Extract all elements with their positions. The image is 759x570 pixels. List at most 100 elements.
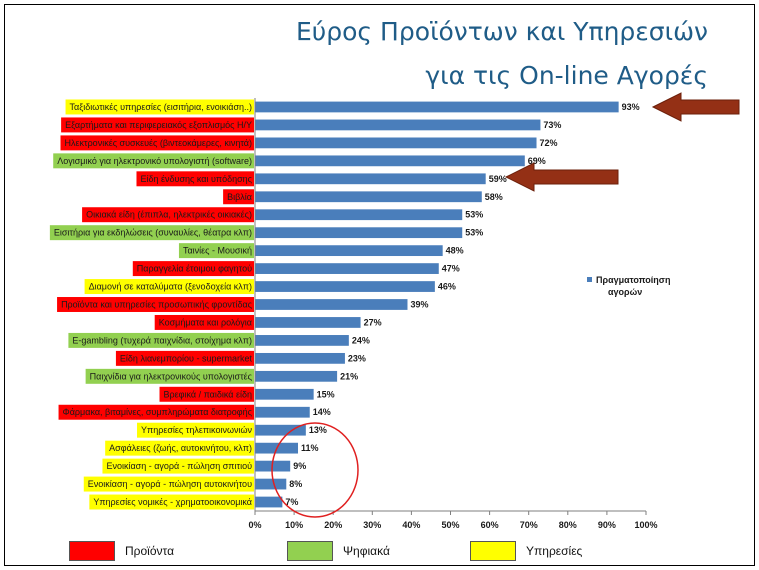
category-highlight-digital	[68, 332, 254, 348]
x-tick-label: 0%	[248, 520, 261, 530]
circle-annotation	[271, 422, 359, 518]
value-label: 73%	[543, 120, 561, 130]
value-label: 39%	[410, 300, 428, 310]
x-tick-label: 100%	[634, 520, 657, 530]
category-label: Υπηρεσίες τηλεπικοινωνιών	[141, 425, 252, 435]
value-label: 47%	[442, 264, 460, 274]
category-highlight-services	[83, 476, 254, 492]
x-tick-label: 60%	[481, 520, 499, 530]
category-label: Βρεφικά / παιδικά είδη	[164, 389, 252, 399]
value-label: 21%	[340, 371, 358, 381]
value-label: 23%	[348, 353, 366, 363]
value-label: 11%	[301, 443, 319, 453]
bar	[255, 478, 287, 490]
value-label: 48%	[446, 246, 464, 256]
bar	[255, 263, 439, 274]
category-highlight-services	[84, 279, 254, 295]
category-highlight-digital	[178, 243, 254, 259]
category-highlight-products	[223, 189, 254, 205]
x-tick-label: 90%	[598, 520, 616, 530]
bar	[255, 191, 482, 203]
bar-chart: Ταξιδιωτικές υπηρεσίες (εισιτήρια, ενοικ…	[49, 92, 740, 530]
value-label: 53%	[465, 210, 483, 220]
bar	[255, 424, 306, 436]
value-label: 59%	[489, 174, 507, 184]
category-highlight-products	[57, 297, 254, 312]
key-swatch-services	[470, 541, 516, 561]
value-label: 13%	[309, 425, 327, 435]
category-label: Παιχνίδια για ηλεκτρονικούς υπολογιστές	[90, 371, 253, 381]
category-highlight-services	[102, 458, 254, 474]
slide: Εύρος Προϊόντων και Υπηρεσιών για τις On…	[4, 4, 755, 566]
category-highlight-products	[58, 404, 254, 420]
category-highlight-products	[154, 314, 254, 330]
key-swatch-products	[69, 541, 115, 561]
bar	[255, 335, 349, 346]
category-label: Λογισμικό για ηλεκτρονικό υπολογιστή (so…	[57, 156, 252, 166]
key-label-digital: Ψηφιακά	[343, 544, 390, 558]
value-label: 7%	[285, 497, 298, 507]
category-highlight-digital	[49, 225, 254, 241]
bar	[255, 299, 408, 310]
category-label: Είδη λιανεμπορίου - supermarket	[120, 353, 253, 363]
x-tick-label: 10%	[285, 520, 303, 530]
key-swatch-digital	[287, 541, 333, 561]
arrow-annotation-top	[651, 92, 740, 122]
category-highlight-products	[132, 261, 254, 277]
category-label: Ενοικίαση - αγορά - πώληση αυτοκινήτου	[88, 479, 252, 489]
value-label: 72%	[540, 138, 558, 148]
x-tick-label: 30%	[363, 520, 381, 530]
category-label: Εισιτήρια για εκδηλώσεις (συναυλίες, θέα…	[54, 228, 252, 238]
bar	[255, 370, 338, 382]
category-label: Υπηρεσίες νομικές - χρηματοοικονομικά	[93, 497, 252, 507]
value-label: 58%	[485, 192, 503, 202]
x-tick-label: 50%	[441, 520, 459, 530]
bar	[255, 317, 361, 328]
key-label-products: Προϊόντα	[125, 544, 175, 558]
value-label: 53%	[465, 228, 483, 238]
category-highlight-products	[115, 350, 254, 366]
category-highlight-services	[105, 440, 254, 456]
legend-label-line2: αγορών	[608, 287, 642, 297]
category-label: Είδη ένδυσης και υπόδησης	[140, 174, 252, 184]
category-highlight-products	[60, 135, 254, 151]
bar	[255, 406, 310, 418]
legend-label-line1: Πραγματοποίηση	[596, 275, 670, 285]
category-label: Διαμονή σε καταλύματα (ξενοδοχεία κλπ)	[89, 282, 252, 292]
bar	[255, 209, 463, 221]
category-highlight-products	[159, 386, 254, 402]
value-label: 14%	[313, 407, 331, 417]
value-label: 9%	[293, 461, 306, 471]
category-highlight-digital	[85, 368, 254, 384]
category-highlight-services	[65, 99, 254, 115]
value-label: 93%	[622, 102, 640, 112]
bar	[255, 227, 463, 239]
category-label: E-gambling (τυχερά παιχνίδια, στοίχημα κ…	[72, 335, 252, 345]
category-highlight-products	[136, 171, 254, 187]
category-label: Ενοικίαση - αγορά - πώληση σπιτιού	[106, 461, 252, 471]
category-highlight-digital	[53, 153, 254, 169]
category-highlights	[49, 99, 254, 510]
value-labels: 93%73%72%69%59%58%53%53%48%47%46%39%27%2…	[285, 102, 639, 507]
category-label: Βιβλία	[227, 192, 252, 202]
value-label: 69%	[528, 156, 546, 166]
bar	[255, 137, 537, 149]
bar	[255, 101, 619, 113]
bar	[255, 155, 525, 167]
category-labels: Ταξιδιωτικές υπηρεσίες (εισιτήρια, ενοικ…	[54, 102, 253, 507]
bar	[255, 245, 443, 257]
category-label: Ταινίες - Μουσική	[183, 246, 252, 256]
category-label: Οικιακά είδη (έπιπλα, ηλεκτρικές οικιακέ…	[86, 210, 252, 220]
chart-legend: Πραγματοποίηση αγορών	[587, 275, 670, 297]
bar	[255, 388, 314, 400]
category-highlight-products	[82, 207, 254, 223]
category-label: Κοσμήματα και ρολόγια	[159, 317, 252, 327]
key-label-services: Υπηρεσίες	[526, 544, 583, 558]
bar	[255, 119, 541, 131]
bar	[255, 496, 283, 508]
value-label: 15%	[317, 389, 335, 399]
x-tick-label: 70%	[520, 520, 538, 530]
category-highlight-services	[137, 422, 254, 438]
category-label: Ταξιδιωτικές υπηρεσίες (εισιτήρια, ενοικ…	[70, 102, 252, 112]
category-highlight-services	[89, 494, 254, 510]
